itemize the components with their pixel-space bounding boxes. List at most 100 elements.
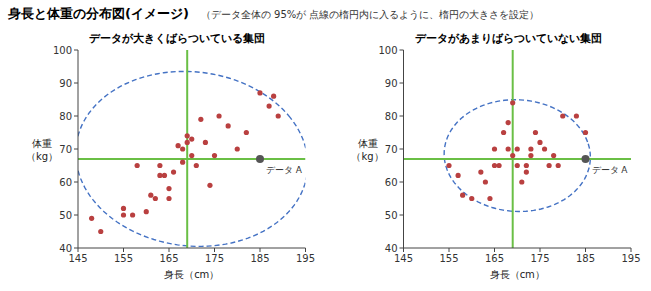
point — [171, 170, 176, 175]
y-axis-label-line: （kg） — [351, 151, 383, 162]
point — [547, 163, 552, 168]
y-axis-label-line: 体重 — [32, 138, 52, 149]
point — [492, 163, 497, 168]
y-tick — [400, 215, 404, 216]
panel: 145155165175185195405060708090100データ Aデー… — [351, 32, 640, 280]
mean-line-x — [186, 50, 188, 248]
point — [551, 153, 556, 158]
point — [162, 173, 167, 178]
x-tick — [540, 248, 541, 252]
point — [257, 90, 262, 95]
point — [98, 229, 103, 234]
point — [130, 212, 135, 217]
point — [460, 193, 465, 198]
x-tick-label: 175 — [530, 253, 549, 264]
point — [542, 146, 547, 151]
point — [135, 163, 140, 168]
point — [157, 163, 162, 168]
point — [506, 120, 511, 125]
y-tick — [400, 83, 404, 84]
ellipse — [78, 71, 306, 246]
y-tick — [400, 248, 404, 249]
y-tick-label: 60 — [59, 177, 72, 188]
x-axis-label: 身長（cm） — [164, 269, 219, 280]
x-tick-label: 195 — [296, 253, 315, 264]
x-tick-label: 165 — [485, 253, 504, 264]
y-axis-label-line: 体重 — [358, 138, 378, 149]
annotation: データ A — [592, 165, 629, 175]
mean-line-x — [512, 50, 514, 248]
point — [574, 113, 579, 118]
point — [478, 170, 483, 175]
point — [501, 130, 506, 135]
point — [212, 153, 217, 158]
x-tick-label: 165 — [159, 253, 178, 264]
y-axis-label-line: （kg） — [26, 151, 58, 162]
y-tick — [400, 149, 404, 150]
x-tick — [494, 248, 495, 252]
x-tick — [631, 248, 632, 252]
y-tick-label: 60 — [385, 177, 398, 188]
x-tick-label: 155 — [439, 253, 458, 264]
x-tick — [260, 248, 261, 252]
highlight-point — [582, 155, 590, 163]
y-tick-label: 80 — [59, 111, 72, 122]
point — [89, 216, 94, 221]
x-axis — [404, 248, 632, 249]
point — [185, 133, 190, 138]
point — [153, 196, 158, 201]
y-tick — [400, 182, 404, 183]
y-axis — [403, 50, 404, 248]
x-axis-label: 身長（cm） — [490, 269, 545, 280]
x-tick — [403, 248, 404, 252]
annotation: データ A — [266, 165, 303, 175]
plot-area — [78, 50, 306, 248]
point — [528, 146, 533, 151]
point — [492, 146, 497, 151]
point — [524, 163, 529, 168]
x-axis — [78, 248, 306, 249]
point — [194, 163, 199, 168]
ellipse — [444, 100, 590, 212]
point — [533, 130, 538, 135]
point — [510, 100, 515, 105]
point — [560, 113, 565, 118]
point — [583, 130, 588, 135]
y-tick — [74, 83, 78, 84]
point — [267, 104, 272, 109]
point — [469, 196, 474, 201]
point — [148, 193, 153, 198]
point — [144, 209, 149, 214]
y-tick-label: 100 — [378, 45, 397, 56]
point — [180, 146, 185, 151]
x-tick — [305, 248, 306, 252]
point — [121, 206, 126, 211]
y-tick — [74, 149, 78, 150]
y-tick-label: 70 — [59, 144, 72, 155]
y-tick-label: 40 — [385, 243, 398, 254]
y-tick — [74, 50, 78, 51]
point — [189, 137, 194, 142]
point — [166, 196, 171, 201]
point — [166, 186, 171, 191]
point — [524, 170, 529, 175]
x-tick-label: 175 — [205, 253, 224, 264]
panel-title: データが大きくばらついている集団 — [89, 32, 265, 45]
x-tick-label: 155 — [114, 253, 133, 264]
point — [556, 163, 561, 168]
y-axis-label: 体重 （kg） — [351, 138, 383, 162]
point — [176, 143, 181, 148]
point — [515, 163, 520, 168]
title: 身長と体重の分布図(イメージ) — [7, 6, 189, 21]
point — [244, 130, 249, 135]
point — [216, 113, 221, 118]
y-tick — [74, 116, 78, 117]
mean-line-y — [404, 158, 632, 160]
point — [180, 160, 185, 165]
y-axis-label: 体重 （kg） — [26, 138, 58, 162]
point — [121, 212, 126, 217]
y-tick — [400, 116, 404, 117]
x-tick-label: 145 — [68, 253, 87, 264]
panel-title: データがあまりばらついていない集団 — [415, 32, 602, 45]
x-tick — [123, 248, 124, 252]
